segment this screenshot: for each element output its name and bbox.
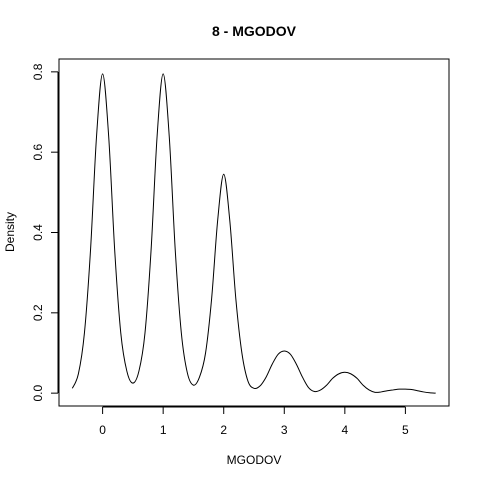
y-tick-label: 0.8 (31, 63, 45, 80)
x-tick-label: 1 (160, 423, 167, 437)
plot-frame (58, 58, 450, 407)
x-tick-label: 2 (220, 423, 227, 437)
x-tick-label: 4 (341, 423, 348, 437)
y-axis: 0.0 0.2 0.4 0.6 0.8 (31, 63, 59, 401)
x-axis: 0 1 2 3 4 5 (99, 406, 409, 437)
chart-title: 8 - MGODOV (212, 23, 297, 39)
x-tick-label: 5 (402, 423, 409, 437)
x-tick-label: 0 (99, 423, 106, 437)
y-tick-label: 0.6 (31, 144, 45, 161)
y-axis-label: Density (3, 212, 17, 252)
y-tick-label: 0.0 (31, 384, 45, 401)
y-tick-label: 0.2 (31, 304, 45, 321)
y-tick-label: 0.4 (31, 224, 45, 241)
density-curve (71, 73, 436, 394)
x-axis-label: MGODOV (227, 453, 282, 467)
x-tick-label: 3 (281, 423, 288, 437)
